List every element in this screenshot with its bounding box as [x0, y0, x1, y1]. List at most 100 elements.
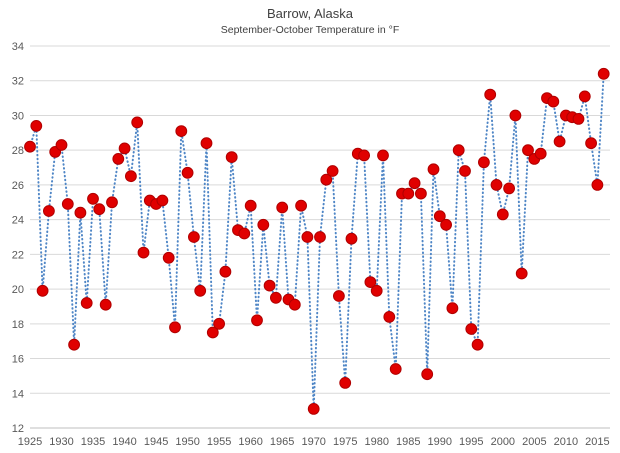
x-tick-label: 1980	[364, 436, 388, 448]
data-point-marker	[490, 179, 503, 191]
x-tick-label: 1935	[81, 436, 105, 448]
data-point-marker	[452, 144, 465, 157]
x-tick-label: 1965	[270, 436, 294, 448]
data-point-marker	[55, 139, 68, 151]
data-point-marker	[93, 203, 106, 216]
data-point-marker	[61, 198, 74, 210]
data-point-marker	[162, 251, 175, 264]
data-point-marker	[194, 284, 207, 297]
y-tick-label: 24	[12, 215, 24, 227]
data-point-marker	[333, 290, 345, 302]
data-point-marker	[484, 88, 497, 101]
data-point-marker	[389, 363, 402, 375]
data-point-marker	[522, 144, 534, 157]
data-point-marker	[503, 182, 516, 195]
chart-title: Barrow, Alaska	[267, 6, 353, 21]
data-point-marker	[383, 311, 396, 323]
data-point-marker	[200, 137, 213, 150]
x-tick-label: 1985	[396, 436, 420, 448]
data-point-marker	[314, 231, 326, 243]
data-point-marker	[471, 338, 484, 351]
data-point-marker	[478, 156, 490, 169]
x-tick-label: 2005	[522, 436, 546, 448]
data-point-marker	[597, 67, 610, 80]
data-point-marker	[509, 109, 522, 122]
data-point-marker	[87, 192, 99, 205]
y-tick-label: 16	[12, 354, 24, 366]
data-point-marker	[106, 196, 118, 209]
data-point-marker	[99, 298, 112, 311]
x-tick-label: 1945	[144, 436, 168, 448]
data-point-marker	[358, 149, 371, 162]
data-point-marker	[175, 125, 188, 138]
y-tick-label: 32	[12, 76, 24, 88]
data-point-marker	[118, 142, 131, 155]
data-point-marker	[74, 206, 87, 219]
data-point-marker	[421, 368, 434, 381]
x-tick-label: 1955	[207, 436, 231, 448]
data-point-marker	[112, 153, 125, 165]
data-point-marker	[124, 170, 137, 183]
x-tick-label: 1970	[301, 436, 325, 448]
y-tick-label: 28	[12, 145, 24, 157]
data-point-marker	[534, 147, 547, 160]
data-point-marker	[43, 205, 55, 217]
x-tick-label: 2015	[585, 436, 609, 448]
x-tick-label: 2000	[491, 436, 515, 448]
data-point-marker	[572, 113, 585, 125]
data-point-marker	[553, 135, 566, 148]
data-point-marker	[213, 317, 226, 330]
data-point-marker	[131, 116, 144, 129]
data-point-marker	[169, 321, 181, 334]
data-point-marker	[251, 314, 263, 327]
data-point-marker	[402, 187, 415, 200]
data-point-marker	[36, 284, 49, 297]
data-point-marker	[585, 137, 597, 150]
data-point-marker	[370, 284, 383, 297]
data-point-marker	[30, 120, 43, 132]
y-tick-label: 26	[12, 180, 24, 192]
x-tick-label: 1925	[18, 436, 42, 448]
data-point-marker	[68, 338, 80, 351]
y-tick-label: 20	[12, 284, 24, 296]
data-point-marker	[307, 403, 320, 415]
data-point-marker	[427, 163, 440, 176]
data-point-marker	[326, 165, 339, 177]
data-point-marker	[547, 95, 560, 108]
x-tick-label: 1990	[428, 436, 452, 448]
data-point-marker	[345, 232, 358, 245]
data-point-marker	[433, 210, 446, 223]
data-point-marker	[276, 201, 289, 214]
data-point-marker	[465, 323, 478, 335]
data-point-marker	[206, 326, 219, 339]
y-tick-label: 18	[12, 319, 24, 331]
data-point-marker	[80, 297, 93, 309]
data-point-marker	[364, 276, 377, 289]
data-point-marker	[440, 218, 453, 231]
x-tick-label: 2010	[554, 436, 578, 448]
x-tick-label: 1995	[459, 436, 483, 448]
chart-subtitle: September-October Temperature in °F	[220, 24, 400, 36]
data-point-marker	[257, 218, 270, 231]
data-point-marker	[415, 187, 427, 200]
data-point-marker	[515, 267, 528, 280]
data-point-marker	[225, 151, 238, 164]
x-tick-label: 1975	[333, 436, 357, 448]
data-point-marker	[24, 140, 36, 153]
y-tick-label: 12	[12, 423, 24, 435]
data-point-marker	[496, 208, 509, 221]
data-point-marker	[578, 90, 591, 103]
data-point-marker	[301, 231, 314, 243]
data-point-marker	[377, 149, 389, 162]
data-point-marker	[408, 177, 421, 190]
data-point-marker	[295, 199, 308, 212]
y-tick-label: 22	[12, 249, 24, 261]
x-tick-label: 1940	[112, 436, 136, 448]
y-tick-label: 14	[12, 388, 24, 400]
data-point-marker	[238, 227, 251, 240]
data-point-marker	[270, 291, 282, 304]
y-tick-label: 30	[12, 110, 24, 122]
data-point-marker	[244, 199, 257, 212]
